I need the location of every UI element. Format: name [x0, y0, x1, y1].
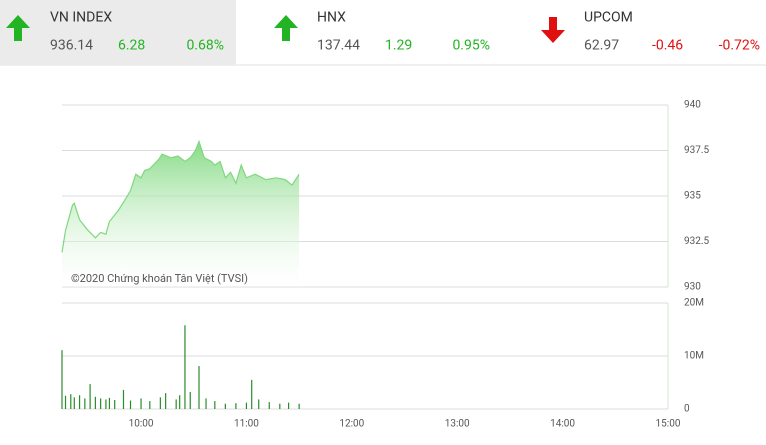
volume-bar [89, 384, 91, 409]
volume-bar [184, 325, 186, 409]
volume-bar [108, 397, 111, 409]
ticker-change: 1.29 [385, 38, 412, 54]
volume-bar [94, 396, 96, 409]
volume-bar [122, 389, 125, 409]
ticker-change: 6.28 [118, 38, 145, 54]
y-tick-label: 932.5 [684, 236, 709, 247]
volume-bar [70, 394, 72, 409]
y-tick-label: 930 [684, 282, 701, 293]
ticker-change: -0.46 [652, 38, 683, 54]
ticker-price: 62.97 [584, 38, 619, 54]
volume-bar [235, 403, 237, 409]
x-tick-label: 11:00 [234, 419, 259, 430]
volume-bar [279, 403, 281, 409]
ticker-highlight [0, 0, 236, 65]
ticker-percent: 0.95% [452, 38, 490, 54]
volume-bar [165, 393, 167, 409]
volume-bar [114, 399, 116, 409]
direction-arrow [6, 15, 30, 41]
volume-bar [140, 398, 142, 409]
direction-arrow [274, 15, 298, 41]
volume-bar [159, 397, 161, 409]
x-tick-label: 15:00 [656, 419, 681, 430]
volume-bar [298, 403, 300, 409]
volume-bar [105, 399, 107, 409]
watermark: ©2020 Chứng khoán Tân Việt (TVSI) [71, 272, 248, 285]
direction-arrow [541, 17, 565, 43]
price-line [61, 139, 300, 253]
y-tick-label: 937.5 [684, 145, 709, 156]
x-tick-label: 14:00 [550, 419, 575, 430]
x-tick-label: 12:00 [339, 419, 364, 430]
volume-bar [179, 395, 181, 409]
volume-bar [198, 366, 200, 409]
price-area [62, 141, 300, 287]
y-tick-label: 940 [684, 100, 701, 111]
ticker-name: VN INDEX [50, 10, 112, 26]
volume-bar [73, 397, 75, 409]
volume-bar [251, 379, 253, 409]
y-tick-label: 935 [684, 191, 701, 202]
volume-bar [100, 398, 102, 409]
volume-bar [258, 399, 260, 409]
volume-bar [64, 395, 67, 409]
volume-bar [175, 399, 177, 409]
volume-bar [224, 403, 226, 409]
ticker-name: UPCOM [584, 10, 633, 26]
volume-bar [205, 398, 207, 409]
volume-bar [245, 402, 248, 409]
volume-bar [61, 350, 63, 409]
volume-bar [129, 400, 132, 409]
ticker-percent: 0.68% [186, 38, 224, 54]
ticker-price: 936.14 [50, 38, 93, 54]
volume-bar [84, 398, 86, 409]
y-tick-label: 0 [684, 404, 690, 415]
x-tick-label: 10:00 [129, 419, 154, 430]
volume-bar [189, 392, 191, 409]
y-tick-label: 20M [684, 298, 704, 309]
volume-bar [149, 401, 151, 409]
volume-bar [78, 395, 81, 409]
ticker-percent: -0.72% [719, 38, 760, 54]
ticker-price: 137.44 [317, 38, 360, 54]
ticker-name: HNX [317, 10, 346, 26]
volume-bar [268, 402, 270, 409]
y-tick-label: 10M [684, 351, 704, 362]
volume-bar [287, 402, 290, 409]
volume-bar [214, 401, 216, 409]
x-tick-label: 13:00 [445, 419, 470, 430]
